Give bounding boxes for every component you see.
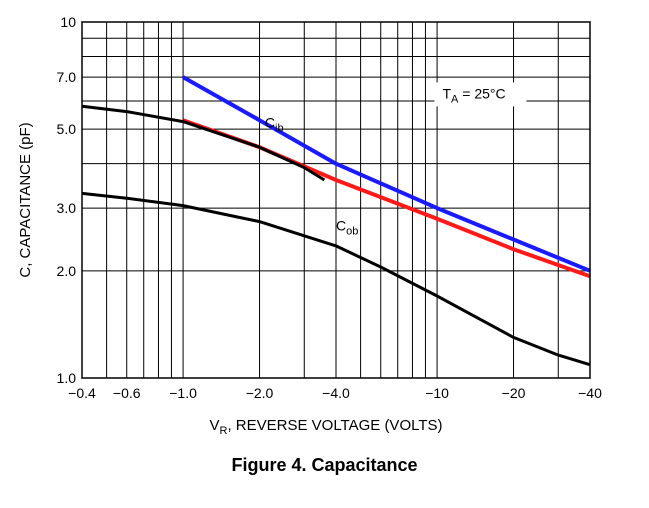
figure-caption: Figure 4. Capacitance [231, 455, 418, 475]
y-tick-label: 3.0 [57, 200, 77, 216]
y-tick-label: 2.0 [57, 263, 77, 279]
series-line-4 [81, 191, 591, 367]
y-tick-label: 1.0 [57, 370, 77, 386]
y-tick-label: 10 [60, 14, 76, 30]
x-tick-label: −40 [578, 385, 602, 401]
y-axis-title: C, CAPACITANCE (pF) [17, 122, 34, 277]
series-line-1 [182, 75, 591, 273]
x-tick-label: −4.0 [322, 385, 350, 401]
series-line-3 [81, 104, 326, 182]
y-tick-label: 5.0 [57, 121, 77, 137]
chart-labels: −0.4 −0.6 −1.0 −2.0 −4.0 −10 −20 −40 1.0 2.0 3.0 5.… [17, 14, 602, 437]
x-tick-label: −20 [502, 385, 526, 401]
x-tick-label: −1.0 [169, 385, 197, 401]
grid-lines [81, 21, 591, 379]
annotation-ta: TA = 25°C [442, 85, 505, 105]
y-tick-label: 7.0 [57, 69, 77, 85]
annotation-cib: Cib [265, 115, 284, 135]
annotation-cob: Cob [336, 217, 358, 237]
x-tick-label: −0.6 [113, 385, 141, 401]
plot-frame [81, 21, 591, 379]
x-axis-title: VR, REVERSE VOLTAGE (VOLTS) [209, 417, 442, 437]
x-tick-label: −0.4 [68, 385, 96, 401]
x-tick-label: −2.0 [246, 385, 274, 401]
x-tick-label: −10 [425, 385, 449, 401]
annotation-backing [434, 82, 527, 107]
series-lines [81, 75, 591, 367]
